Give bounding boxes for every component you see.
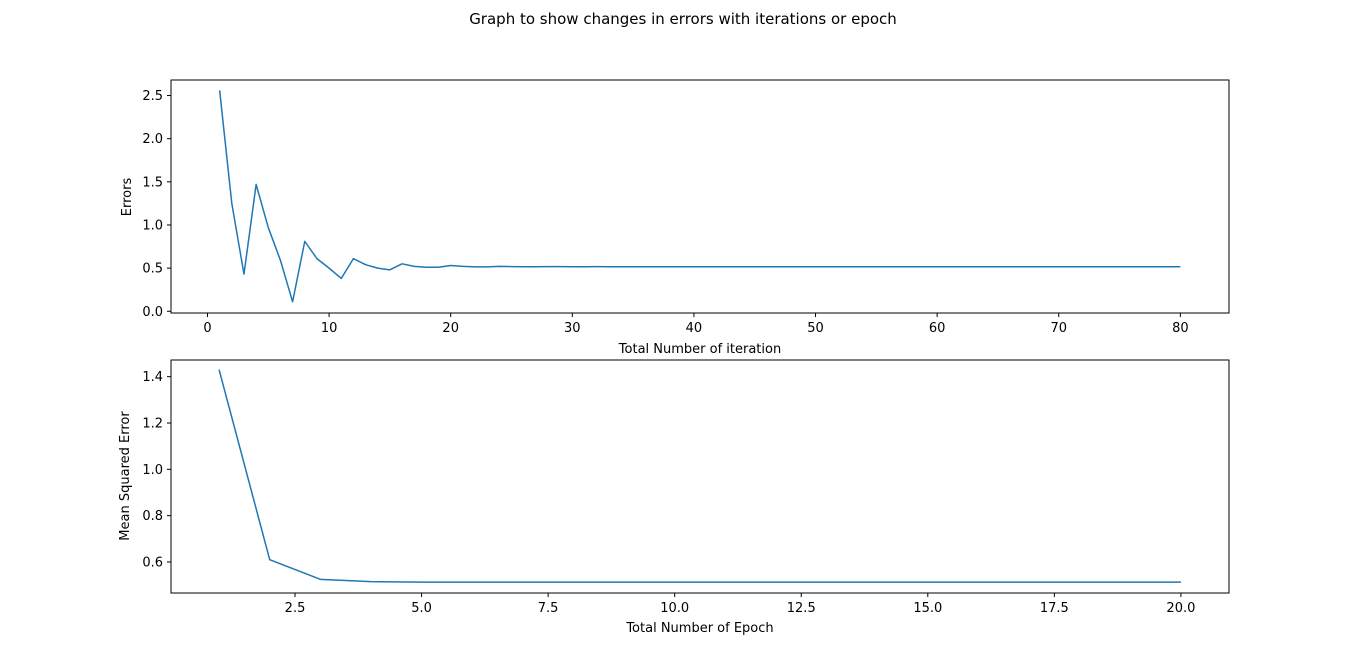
y-tick-label-iteration: 2.0 xyxy=(142,132,163,147)
plot-area-iteration xyxy=(218,90,1181,303)
y-tick-label-iteration: 1.5 xyxy=(142,175,163,190)
x-tick-label-epoch: 12.5 xyxy=(787,601,816,616)
x-axis-label-epoch: Total Number of Epoch xyxy=(625,621,773,636)
axes-frame-iteration xyxy=(170,79,1230,314)
x-tick-label-epoch: 17.5 xyxy=(1040,601,1069,616)
x-tick-label-epoch: 5.0 xyxy=(411,601,432,616)
y-axis-label-errors: Errors xyxy=(120,178,135,217)
x-axis-label-iteration: Total Number of iteration xyxy=(618,342,781,357)
x-tick-label-epoch: 7.5 xyxy=(538,601,559,616)
series-line-epoch-0 xyxy=(218,369,1181,583)
y-ticks-epoch: 0.6 0.8 1.0 1.2 1.4 xyxy=(142,370,171,570)
x-ticks-epoch: 2.5 5.0 7.5 10.0 12.5 15.0 17.5 20.0 xyxy=(285,593,1195,616)
subplot-mse-vs-epoch: 2.5 5.0 7.5 10.0 12.5 15.0 17.5 20.0 0.6 0.8 1.0 1… xyxy=(118,359,1230,636)
axes-frame-epoch xyxy=(170,359,1230,594)
x-tick-label-iteration: 40 xyxy=(686,321,703,336)
x-ticks-iteration: 0 10 20 30 40 50 60 70 80 xyxy=(203,313,1189,336)
x-tick-label-epoch: 10.0 xyxy=(660,601,689,616)
x-tick-label-iteration: 30 xyxy=(564,321,581,336)
y-ticks-iteration: 0.0 0.5 1.0 1.5 2.0 2.5 xyxy=(142,89,171,320)
x-tick-label-iteration: 70 xyxy=(1050,321,1067,336)
y-tick-label-iteration: 1.0 xyxy=(142,218,163,233)
x-tick-label-iteration: 60 xyxy=(929,321,946,336)
x-tick-label-epoch: 2.5 xyxy=(285,601,306,616)
subplot-errors-vs-iteration: 0 10 20 30 40 50 60 70 80 0.0 0.5 1.0 1.5 2.0 2.5 Tot… xyxy=(120,79,1230,357)
x-tick-label-iteration: 50 xyxy=(807,321,824,336)
y-tick-label-epoch: 1.4 xyxy=(142,370,163,385)
y-tick-label-iteration: 0.5 xyxy=(142,262,163,277)
x-tick-label-epoch: 15.0 xyxy=(913,601,942,616)
y-tick-label-iteration: 0.0 xyxy=(142,305,163,320)
y-tick-label-iteration: 2.5 xyxy=(142,89,163,104)
x-tick-label-iteration: 10 xyxy=(321,321,338,336)
y-tick-label-epoch: 1.0 xyxy=(142,463,163,478)
y-axis-label-mse: Mean Squared Error xyxy=(118,411,133,541)
y-tick-label-epoch: 0.8 xyxy=(142,509,163,524)
x-tick-label-iteration: 80 xyxy=(1172,321,1189,336)
y-tick-label-epoch: 1.2 xyxy=(142,416,163,431)
plot-area-epoch xyxy=(218,369,1181,583)
x-tick-label-iteration: 20 xyxy=(442,321,459,336)
x-tick-label-iteration: 0 xyxy=(203,321,211,336)
y-tick-label-epoch: 0.6 xyxy=(142,555,163,570)
series-line-iteration-0 xyxy=(218,90,1181,303)
figure-title: Graph to show changes in errors with ite… xyxy=(469,10,897,28)
x-tick-label-epoch: 20.0 xyxy=(1166,601,1195,616)
